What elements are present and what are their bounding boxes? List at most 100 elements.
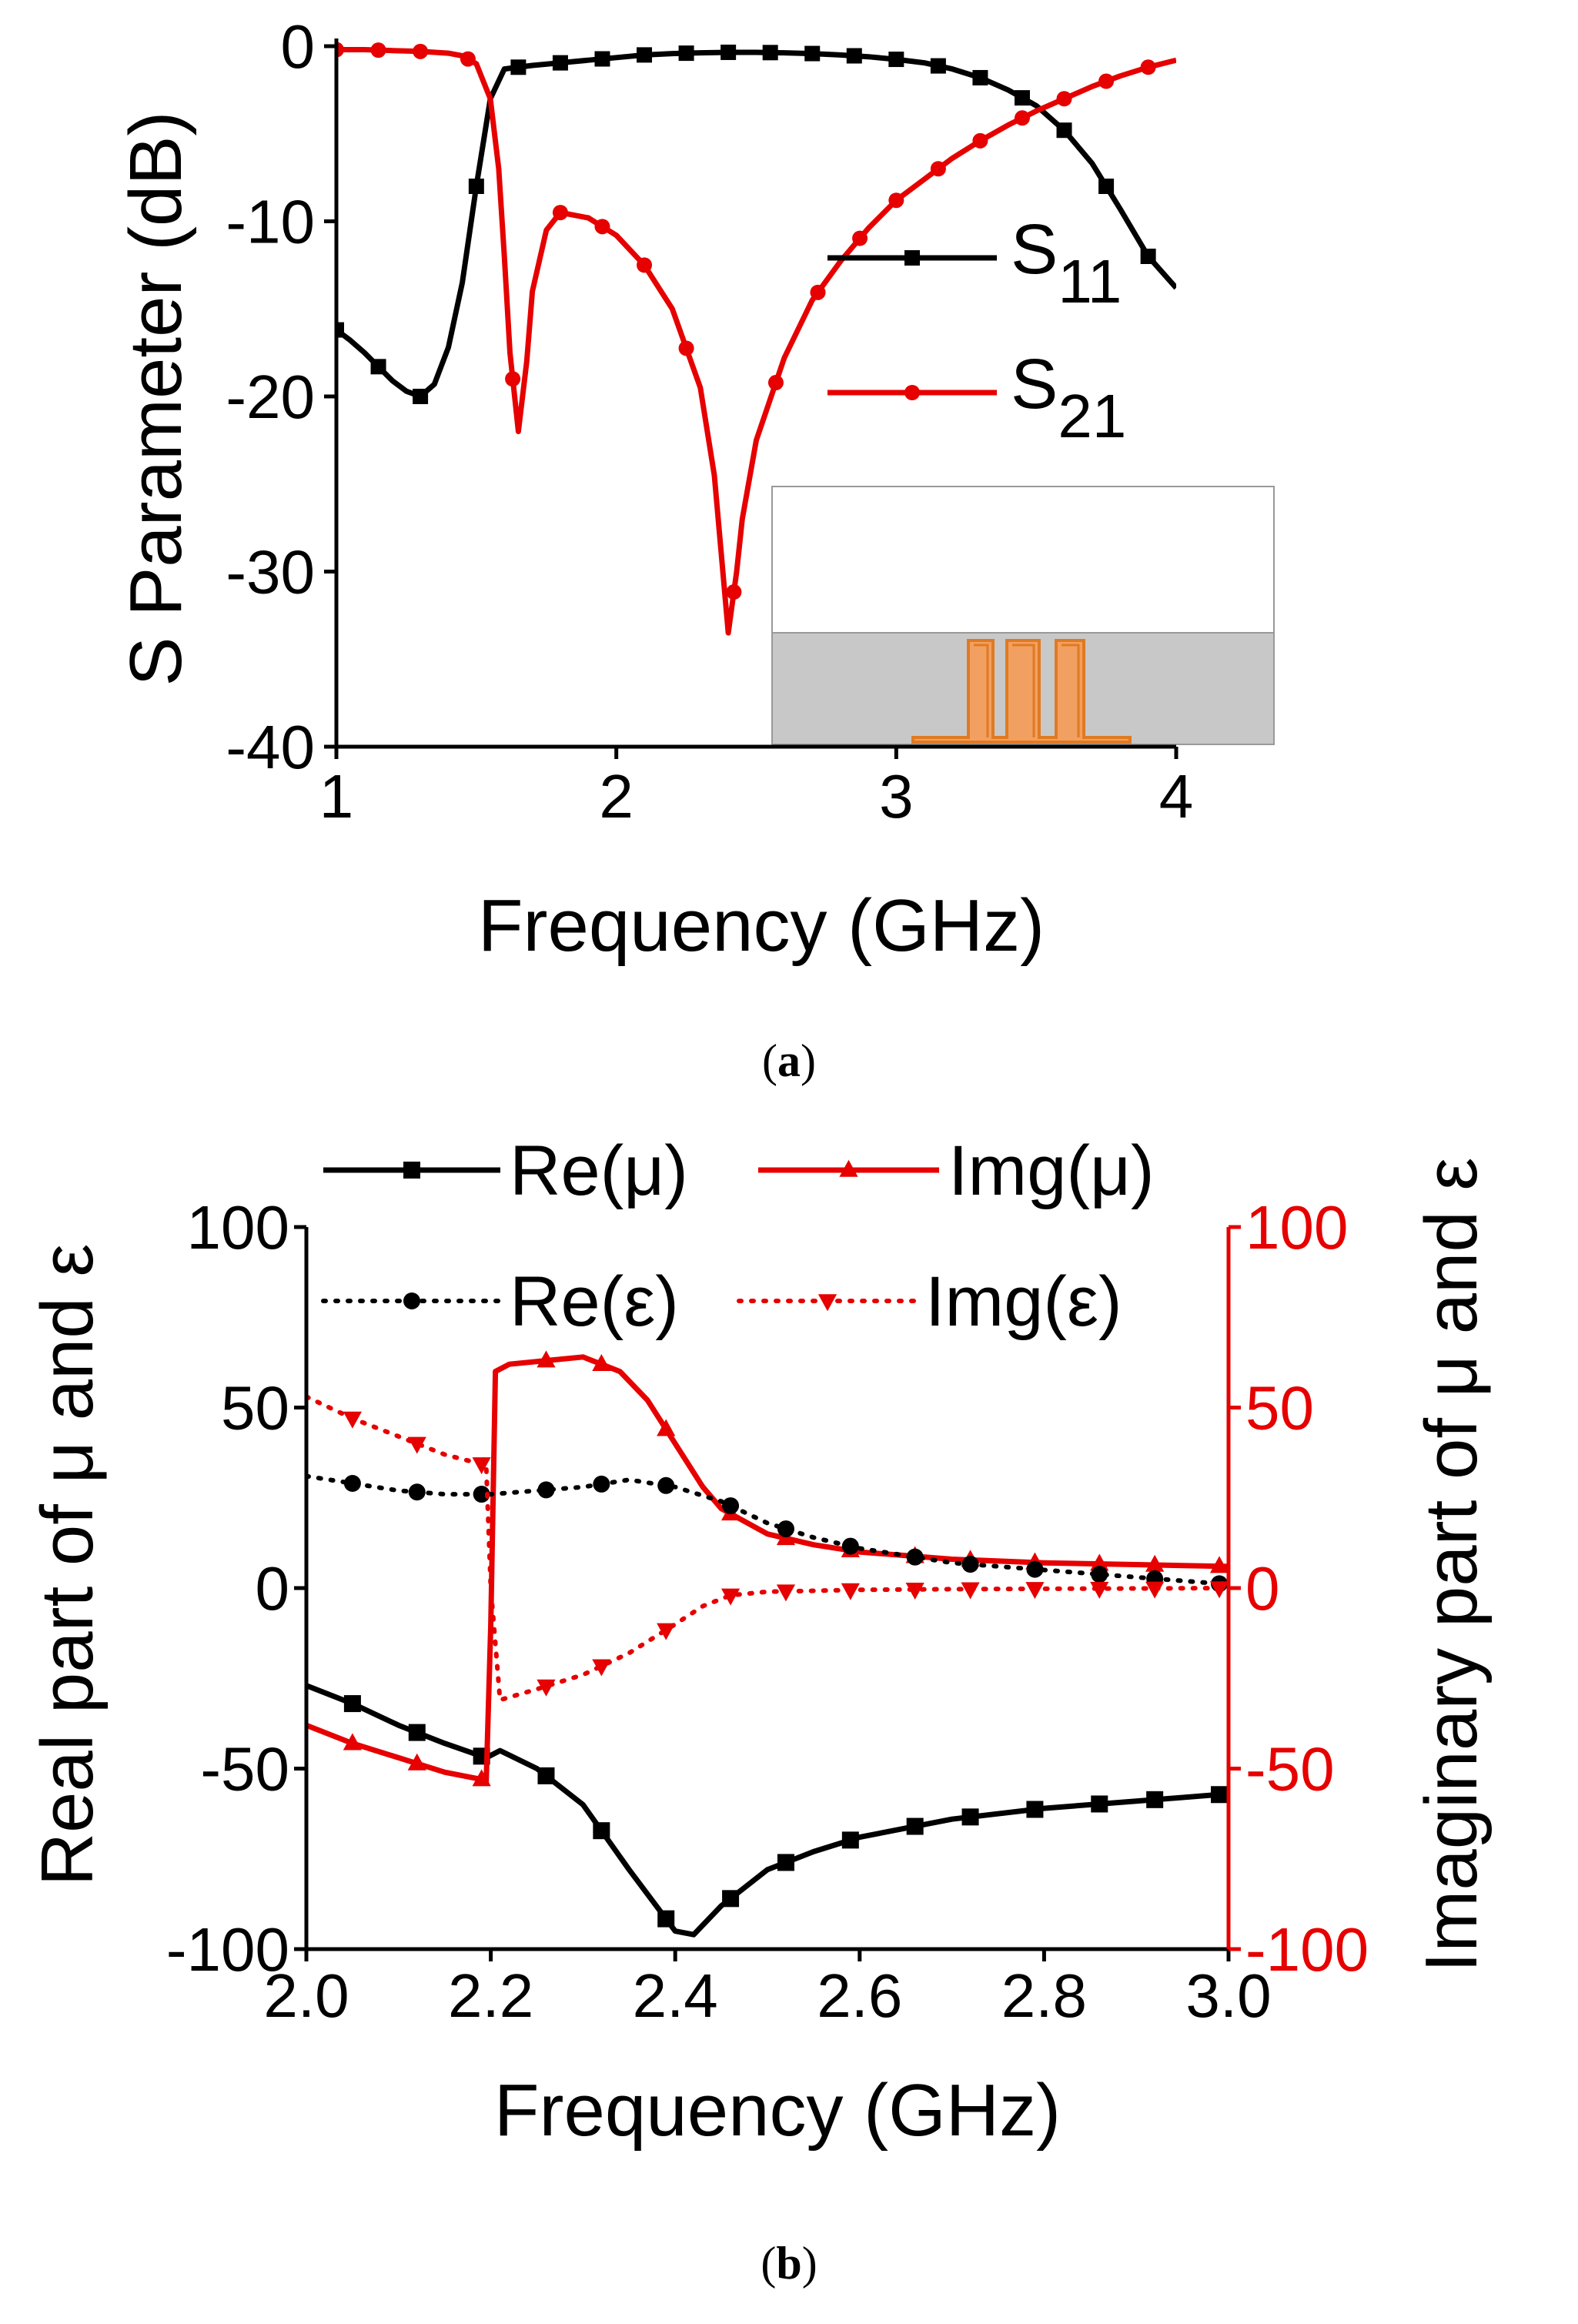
x-tick-label-a: 2 bbox=[599, 762, 634, 831]
y-tick-label-a: -40 bbox=[226, 713, 315, 781]
series-line-re-μ bbox=[306, 1683, 1229, 1938]
data-point-b bbox=[537, 1679, 556, 1697]
data-point-b bbox=[473, 1486, 490, 1503]
legend-marker-b bbox=[403, 1292, 420, 1309]
data-point-s21 bbox=[972, 132, 988, 149]
data-point-b bbox=[472, 1769, 491, 1787]
y-tick-label-b: 0 bbox=[256, 1554, 290, 1623]
legend-label-s11: S11 bbox=[1011, 210, 1122, 316]
data-point-b bbox=[841, 1583, 860, 1600]
data-point-s11 bbox=[678, 45, 694, 62]
data-point-s11 bbox=[413, 389, 429, 404]
data-point-s21 bbox=[726, 584, 742, 600]
data-point-b bbox=[961, 1556, 979, 1573]
legend-b: Re(μ) Img(μ) Re(ε) Img(ε) bbox=[321, 1132, 1155, 1341]
data-point-s21 bbox=[1140, 59, 1156, 75]
y-axis-title-a: S Parameter (dB) bbox=[115, 112, 197, 687]
x-tick-label-b: 2.0 bbox=[263, 1961, 349, 2030]
data-point-s21 bbox=[678, 340, 694, 356]
legend-label-b: Re(ε) bbox=[510, 1262, 679, 1341]
data-point-s11 bbox=[930, 58, 946, 74]
data-point-b bbox=[1145, 1581, 1165, 1599]
data-point-b bbox=[407, 1753, 426, 1771]
data-point-b bbox=[592, 1354, 611, 1372]
data-point-b bbox=[1025, 1582, 1045, 1600]
tick-labels-b: 2.0 2.2 2.4 2.6 2.8 3.0-100-50050100-100-5005… bbox=[166, 1193, 1369, 2030]
data-point-s21 bbox=[930, 161, 946, 177]
data-point-b bbox=[593, 1822, 610, 1840]
data-point-s21 bbox=[810, 284, 826, 300]
caption-a: (a) bbox=[762, 1035, 816, 1086]
inset-resonator-inner bbox=[974, 644, 1080, 737]
data-point-b bbox=[593, 1475, 610, 1493]
legend-marker-s21 bbox=[904, 385, 920, 400]
data-point-s11 bbox=[720, 44, 737, 60]
x-tick-label-a: 3 bbox=[879, 762, 914, 831]
data-point-b bbox=[1090, 1553, 1109, 1571]
y-tick-label-b: -50 bbox=[200, 1735, 289, 1804]
data-point-s21 bbox=[1056, 91, 1072, 107]
x-tick-label-b: 2.8 bbox=[1001, 1961, 1087, 2030]
series-line-s21 bbox=[336, 47, 1176, 636]
data-point-b bbox=[407, 1436, 426, 1454]
legend-marker-b bbox=[817, 1294, 837, 1312]
inset-air-region bbox=[771, 486, 1275, 634]
data-point-s21 bbox=[552, 205, 568, 221]
data-point-b bbox=[720, 1588, 741, 1606]
series-line-img-μ bbox=[306, 1354, 1229, 1786]
data-point-b bbox=[777, 1520, 794, 1538]
data-point-s21 bbox=[637, 257, 653, 273]
data-point-b bbox=[537, 1481, 555, 1499]
y-tick-label-b: 50 bbox=[221, 1374, 289, 1443]
data-point-s11 bbox=[888, 52, 904, 68]
data-point-s11 bbox=[1098, 179, 1115, 194]
data-point-s11 bbox=[637, 47, 653, 63]
data-point-b bbox=[657, 1623, 676, 1640]
data-point-b bbox=[343, 1411, 362, 1429]
data-point-b bbox=[343, 1474, 361, 1492]
y-tick-label-a: -10 bbox=[226, 188, 315, 256]
data-point-s11 bbox=[846, 48, 862, 64]
data-point-b bbox=[592, 1659, 611, 1677]
data-point-s11 bbox=[804, 45, 821, 62]
data-point-b bbox=[841, 1831, 859, 1849]
data-point-b bbox=[777, 1854, 794, 1871]
series-line-re-ε bbox=[306, 1473, 1229, 1587]
data-point-s11 bbox=[1056, 122, 1072, 139]
legend-label-b: Re(μ) bbox=[510, 1132, 688, 1210]
data-point-b bbox=[722, 1890, 740, 1908]
data-point-s11 bbox=[972, 69, 988, 85]
y2-tick-label-b: 50 bbox=[1245, 1374, 1314, 1443]
chart-b: 2.0 2.2 2.4 2.6 2.8 3.0-100-50050100-100-5005… bbox=[26, 1132, 1493, 2152]
data-point-b bbox=[657, 1419, 676, 1436]
inset-resonator-shape bbox=[911, 639, 1132, 744]
data-point-s21 bbox=[594, 219, 610, 235]
data-point-b bbox=[1211, 1786, 1229, 1804]
data-point-s21 bbox=[888, 192, 904, 209]
data-point-b bbox=[961, 1808, 979, 1826]
data-point-s11 bbox=[468, 179, 484, 194]
data-point-s21 bbox=[1014, 110, 1030, 126]
data-point-s11 bbox=[1140, 249, 1156, 264]
x-tick-label-b: 2.6 bbox=[817, 1961, 902, 2030]
data-point-s11 bbox=[370, 359, 386, 375]
chart-a: 1 2 3 4 -40 -30 -20 -10 0 Frequency (GHz) S Para… bbox=[115, 12, 1275, 967]
data-point-b bbox=[537, 1767, 555, 1784]
data-point-b bbox=[776, 1584, 796, 1602]
data-point-b bbox=[906, 1548, 924, 1566]
data-point-s21 bbox=[505, 371, 521, 387]
legend-label-s21: S21 bbox=[1011, 345, 1126, 450]
inset-structure bbox=[771, 486, 1275, 745]
data-point-b bbox=[1091, 1795, 1108, 1813]
legend-label-b: Img(μ) bbox=[948, 1132, 1155, 1210]
data-point-s21 bbox=[852, 230, 868, 246]
data-point-s11 bbox=[552, 55, 568, 71]
plot-area-a bbox=[336, 42, 1176, 636]
x-tick-label-b: 2.2 bbox=[448, 1961, 533, 2030]
legend-marker-b bbox=[403, 1162, 420, 1179]
legend-marker-b bbox=[839, 1159, 858, 1177]
data-point-b bbox=[905, 1582, 924, 1600]
data-point-b bbox=[841, 1537, 859, 1555]
series-line-img-ε bbox=[306, 1394, 1229, 1703]
